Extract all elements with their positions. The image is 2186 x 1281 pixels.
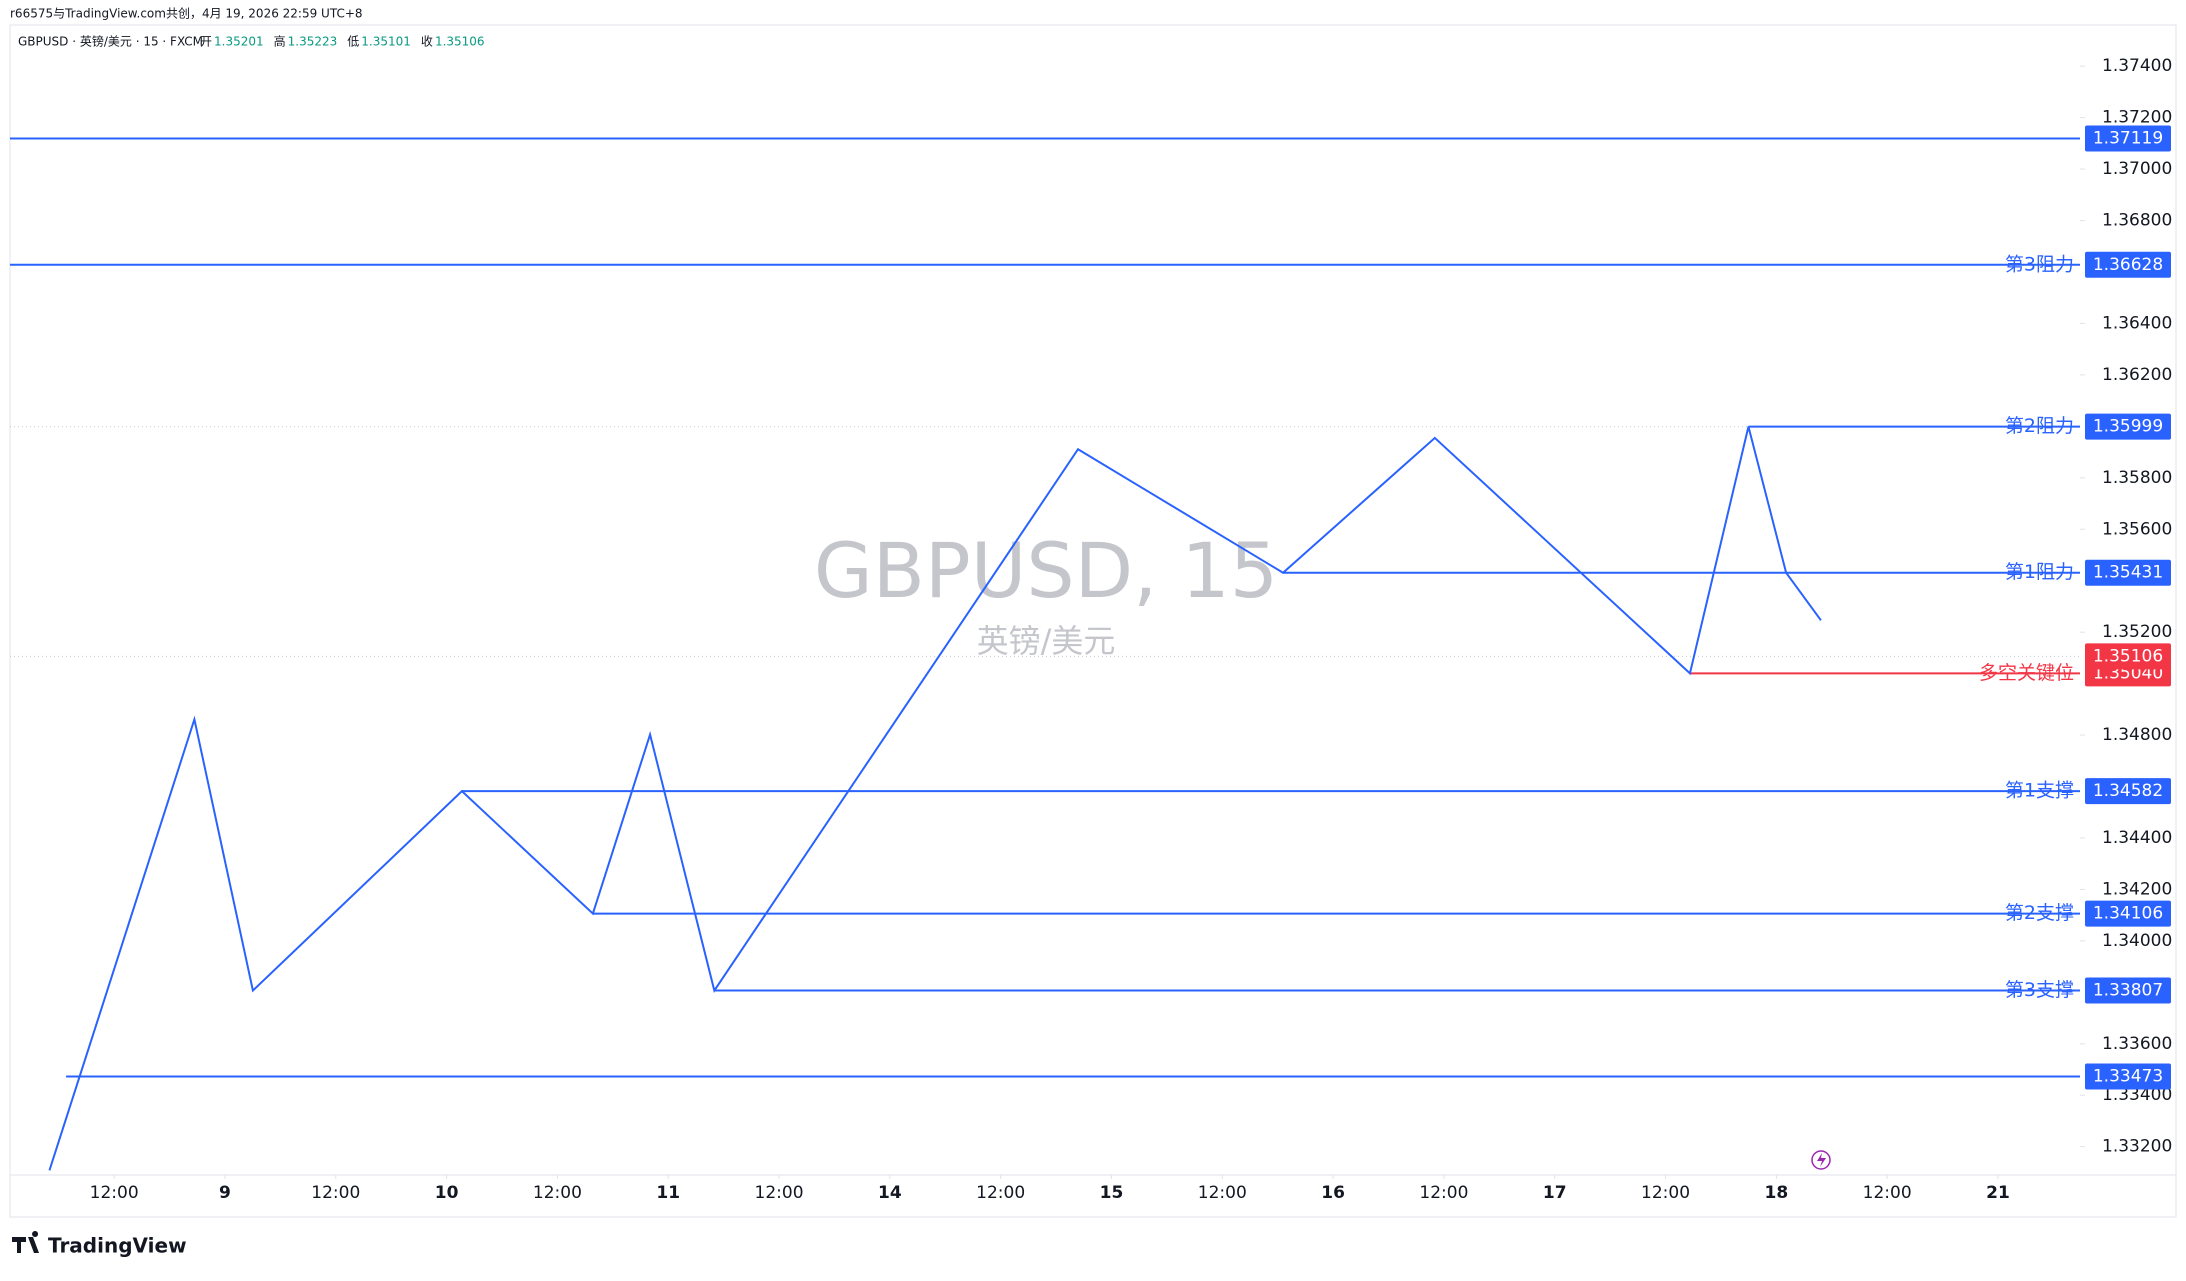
y-tick-label: 1.36200 [2102,365,2172,385]
y-tick-label: 1.37200 [2102,108,2172,128]
x-tick-label: 16 [1321,1183,1345,1203]
level-name: 第1支撑 [2005,780,2074,802]
ohlc-value: 1.35201 [214,35,264,49]
credit: r66575与TradingView.com共创，4月 19, 2026 22:… [10,7,363,21]
level-name: 第3支撑 [2005,979,2074,1001]
event-icon-bolt [1817,1153,1826,1167]
ohlc-value: 1.35101 [361,35,411,49]
price-box-label: 1.33473 [2093,1066,2163,1086]
y-tick-label: 1.33400 [2102,1085,2172,1105]
x-tick-label: 11 [656,1183,680,1203]
x-tick-label: 12:00 [1863,1183,1912,1203]
level-name: 多空关键位 [1979,662,2074,684]
x-tick-label: 12:00 [1641,1183,1690,1203]
price-box-label: 1.36628 [2093,255,2163,275]
price-box [2085,900,2171,927]
last-price-box [2085,643,2171,670]
x-tick-label: 12:00 [533,1183,582,1203]
level-name: 第1阻力 [2005,561,2074,583]
y-tick-label: 1.37000 [2102,159,2172,179]
zigzag-line [48,426,1822,1171]
logo [12,1231,39,1253]
level-name: 第2支撑 [2005,902,2074,924]
price-box [2085,977,2171,1004]
x-tick-label: 12:00 [311,1183,360,1203]
event-icon[interactable] [1811,1150,1831,1170]
y-tick-label: 1.33200 [2102,1137,2172,1157]
price-box-label: 1.35431 [2093,563,2163,583]
x-tick-label: 10 [435,1183,459,1203]
price-box-label: 1.34106 [2093,904,2163,924]
x-tick-label: 12:00 [1419,1183,1468,1203]
y-tick-label: 1.34000 [2102,931,2172,951]
x-tick-label: 9 [219,1183,231,1203]
y-tick-label: 1.33600 [2102,1034,2172,1054]
level-name: 第2阻力 [2005,415,2074,437]
watermark-title: GBPUSD, 15 [814,526,1278,615]
x-tick-label: 12:00 [1198,1183,1247,1203]
x-tick-label: 14 [878,1183,902,1203]
symbol: GBPUSD · 英镑/美元 · 15 · FXCM [18,34,203,49]
ohlc-label: 低 [347,35,359,49]
ohlc-value: 1.35106 [435,35,485,49]
price-box [2085,125,2171,152]
ohlc-value: 1.35223 [288,35,338,49]
x-tick-label: 18 [1765,1183,1789,1203]
y-tick-label: 1.34400 [2102,828,2172,848]
x-tick-label: 12:00 [755,1183,804,1203]
ohlc-label: 收 [421,35,433,49]
price-box [2085,778,2171,805]
y-tick-label: 1.36400 [2102,313,2172,333]
y-tick-label: 1.35600 [2102,519,2172,539]
y-tick-label: 1.35200 [2102,622,2172,642]
ohlc-label: 高 [274,34,286,49]
ohlc-label: 开 [200,35,212,49]
y-tick-label: 1.35800 [2102,468,2172,488]
brand: TradingView [48,1234,187,1258]
price-box [2085,251,2171,278]
x-tick-label: 15 [1100,1183,1124,1203]
x-tick-label: 12:00 [90,1183,139,1203]
price-box [2085,1063,2171,1090]
y-tick-label: 1.37400 [2102,56,2172,76]
price-box-label: 1.35999 [2093,417,2163,437]
level-name: 第3阻力 [2005,253,2074,275]
price-box [2085,559,2171,586]
last-price-box-label: 1.35106 [2093,646,2163,666]
x-tick-label: 21 [1986,1183,2010,1203]
price-box-label: 1.34582 [2093,781,2163,801]
x-tick-label: 12:00 [976,1183,1025,1203]
y-tick-label: 1.34200 [2102,879,2172,899]
price-box [2085,413,2171,440]
price-box-label: 1.33807 [2093,981,2163,1001]
price-box-label: 1.37119 [2093,128,2163,148]
y-tick-label: 1.36800 [2102,211,2172,231]
watermark-subtitle: 英镑/美元 [977,622,1116,660]
y-tick-label: 1.34800 [2102,725,2172,745]
x-tick-label: 17 [1543,1183,1567,1203]
chart-frame [9,24,2177,1218]
